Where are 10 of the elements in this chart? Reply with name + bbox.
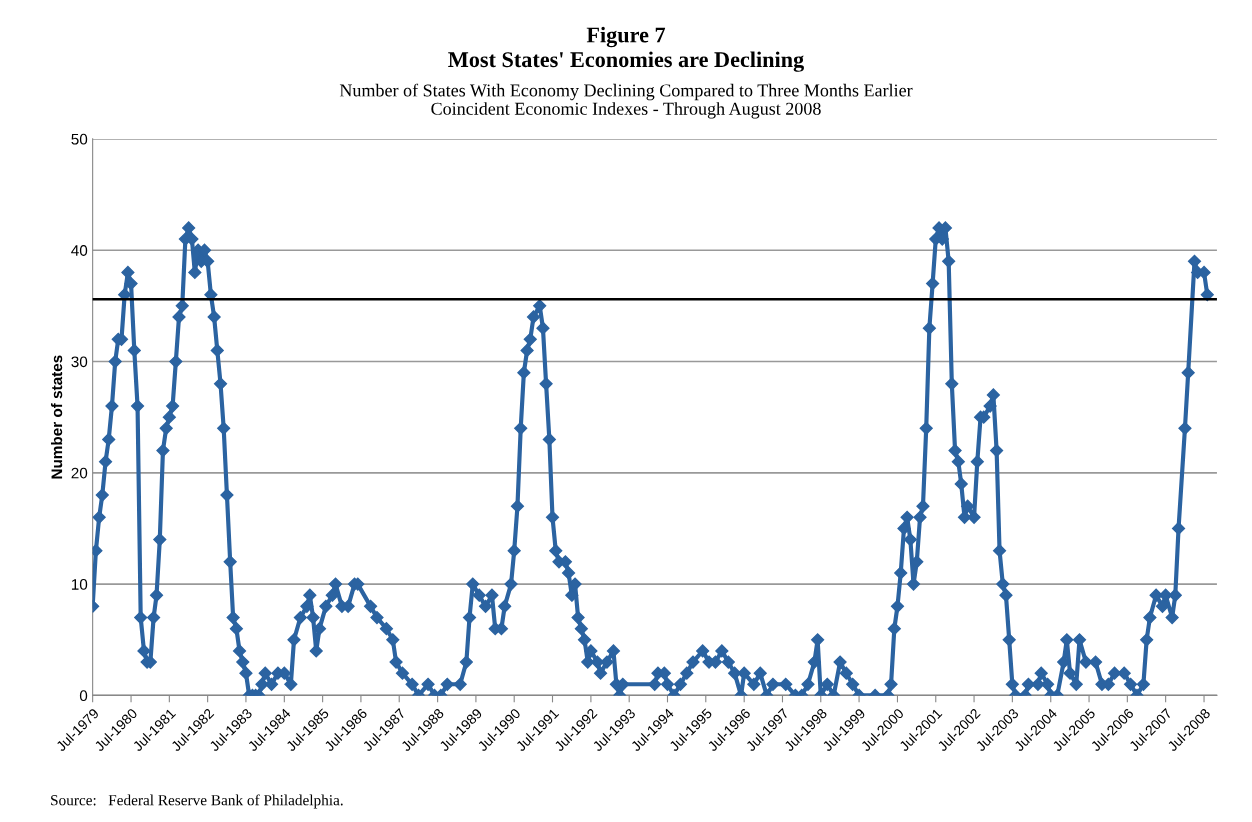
y-tick-label: 30 <box>71 356 88 368</box>
y-tick-label: 40 <box>71 245 88 256</box>
source-note: Source: Federal Reserve Bank of Philadelphia. <box>51 794 343 809</box>
y-tick-label: 0 <box>79 690 88 702</box>
chart-title: Figure 7 Most States' Economies are Declining <box>448 26 804 72</box>
y-axis-title: Number of states <box>51 355 63 479</box>
chart-subtitle: Number of States With Economy Declining Compared to Three Months Earlier Coincident Economic Indexes - Through August 2008 <box>339 83 913 119</box>
y-tick-label: 50 <box>71 133 88 145</box>
y-tick-label: 20 <box>71 467 88 479</box>
y-tick-label: 10 <box>71 578 88 590</box>
